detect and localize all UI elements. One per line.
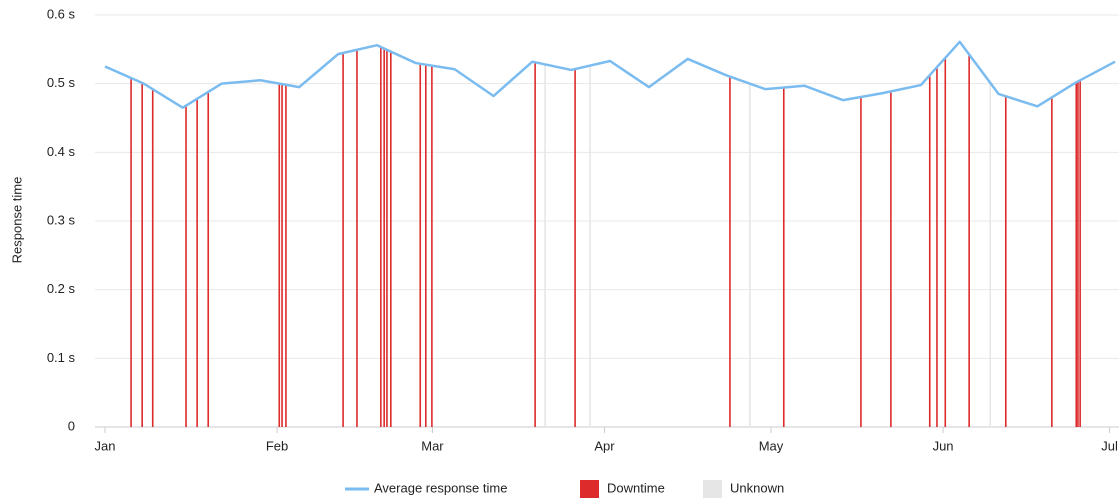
x-tick-label: May [759, 438, 784, 453]
legend-swatch [703, 480, 722, 498]
x-tick-label: Mar [421, 438, 444, 453]
response-line [104, 40, 1116, 109]
x-tick-label: Feb [266, 438, 288, 453]
legend-label: Downtime [607, 480, 665, 495]
y-tick-label: 0.3 s [47, 212, 76, 227]
legend-label: Average response time [374, 480, 507, 495]
x-tick-label: Apr [594, 438, 615, 453]
y-tick-label: 0 [68, 418, 75, 433]
y-tick-label: 0.4 s [47, 144, 76, 159]
x-tick-label: Jan [95, 438, 116, 453]
y-tick-label: 0.6 s [47, 6, 76, 21]
x-tick-label: Jul [1101, 438, 1118, 453]
y-axis-title: Response time [9, 177, 24, 264]
x-tick-label: Jun [933, 438, 954, 453]
legend-swatch [580, 480, 599, 498]
y-tick-label: 0.2 s [47, 281, 76, 296]
y-tick-label: 0.5 s [47, 75, 76, 90]
legend-label: Unknown [730, 480, 784, 495]
y-tick-label: 0.1 s [47, 350, 76, 365]
